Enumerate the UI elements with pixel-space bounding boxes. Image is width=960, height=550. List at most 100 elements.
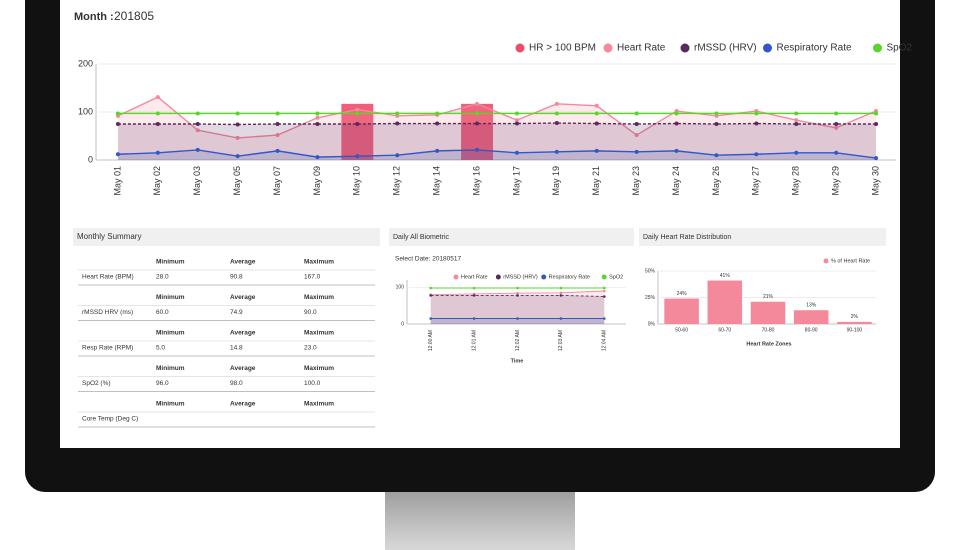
point <box>275 111 280 116</box>
point <box>195 122 200 126</box>
cell: 90.8 <box>230 274 243 281</box>
line <box>117 149 877 159</box>
point <box>155 95 160 100</box>
legend-label: rMSSD (HRV) <box>503 274 538 280</box>
legend-marker <box>823 258 829 264</box>
x-axis-title: Time <box>511 358 524 364</box>
x-tick-label: 12:04 AM <box>602 330 608 351</box>
cell: 98.0 <box>230 380 243 387</box>
point <box>235 122 240 127</box>
row-label: Resp Rate (RPM) <box>82 345 133 352</box>
x-tick-label: 12:00 AM <box>428 330 434 351</box>
point <box>516 317 519 320</box>
point <box>115 152 120 157</box>
point <box>155 122 160 126</box>
panel-header <box>389 228 634 246</box>
bar <box>664 298 699 324</box>
point <box>155 111 160 116</box>
column-header: Minimum <box>156 259 185 266</box>
point <box>594 121 599 126</box>
cell: 167.0 <box>304 274 321 281</box>
point <box>516 286 519 290</box>
area <box>430 318 605 324</box>
legend-label: rMSSD (HRV) <box>694 43 757 54</box>
x-tick-label: May 28 <box>791 166 801 196</box>
data-label: 13% <box>806 303 817 309</box>
y-tick-label: 100 <box>396 285 405 291</box>
data-label: 24% <box>677 291 688 297</box>
point <box>355 107 360 112</box>
point <box>754 121 759 126</box>
point <box>475 121 480 126</box>
area <box>117 123 877 160</box>
point <box>594 111 599 116</box>
x-tick-label: May 14 <box>432 166 442 196</box>
row-label: SpO2 (%) <box>82 380 111 387</box>
point <box>235 135 240 140</box>
point <box>559 294 563 297</box>
bar <box>793 310 829 324</box>
point <box>674 148 679 153</box>
point <box>559 317 563 320</box>
legend-marker <box>541 274 547 280</box>
point <box>559 291 563 295</box>
line <box>117 96 877 139</box>
panel-title: Monthly Summary <box>77 232 141 241</box>
column-header: Maximum <box>304 330 334 337</box>
bar <box>750 301 786 324</box>
point <box>275 148 280 153</box>
cell: 28.0 <box>156 274 169 281</box>
y-tick-label: 0 <box>88 154 93 164</box>
point <box>475 111 480 116</box>
point <box>315 122 320 126</box>
point <box>275 122 280 126</box>
point <box>603 289 606 293</box>
x-tick-label: May 05 <box>232 166 242 196</box>
legend-marker <box>601 274 607 280</box>
point <box>195 147 200 152</box>
point <box>603 286 606 290</box>
point <box>754 111 759 116</box>
point <box>435 148 440 153</box>
panel-header <box>73 228 380 246</box>
legend-label: HR > 100 BPM <box>529 43 596 54</box>
legend-label: Heart Rate <box>461 274 488 280</box>
cell: 14.8 <box>230 345 243 352</box>
point <box>603 295 606 298</box>
x-tick-label: May 17 <box>511 166 521 196</box>
point <box>794 111 799 116</box>
point <box>794 122 799 126</box>
point <box>195 128 200 133</box>
x-tick-label: May 09 <box>312 166 322 196</box>
panel-title: Daily All Biometric <box>393 234 450 241</box>
x-tick-label: 12:01 AM <box>471 330 477 351</box>
point <box>472 294 476 297</box>
bar <box>837 321 872 324</box>
panel-title: Daily Heart Rate Distribution <box>643 234 731 241</box>
column-header: Minimum <box>156 365 185 372</box>
point <box>874 122 879 126</box>
data-label: 41% <box>720 273 731 279</box>
stand <box>385 488 575 550</box>
point <box>475 101 480 106</box>
point <box>554 101 559 106</box>
point <box>834 150 839 155</box>
point <box>275 133 280 138</box>
x-axis-title: Heart Rate Zones <box>746 341 791 347</box>
column-header: Average <box>230 294 256 301</box>
legend-marker <box>495 274 501 280</box>
x-tick-label: May 24 <box>671 166 681 196</box>
point <box>634 149 639 154</box>
point <box>315 155 320 160</box>
legend-label: SpO2 <box>609 274 623 280</box>
column-header: Minimum <box>156 294 185 301</box>
bar <box>707 280 743 324</box>
column-header: Average <box>230 401 256 408</box>
x-tick-label: May 26 <box>711 166 721 196</box>
point <box>554 121 559 126</box>
x-tick-label: May 19 <box>551 166 561 196</box>
column-header: Maximum <box>304 401 334 408</box>
column-header: Maximum <box>304 365 334 372</box>
